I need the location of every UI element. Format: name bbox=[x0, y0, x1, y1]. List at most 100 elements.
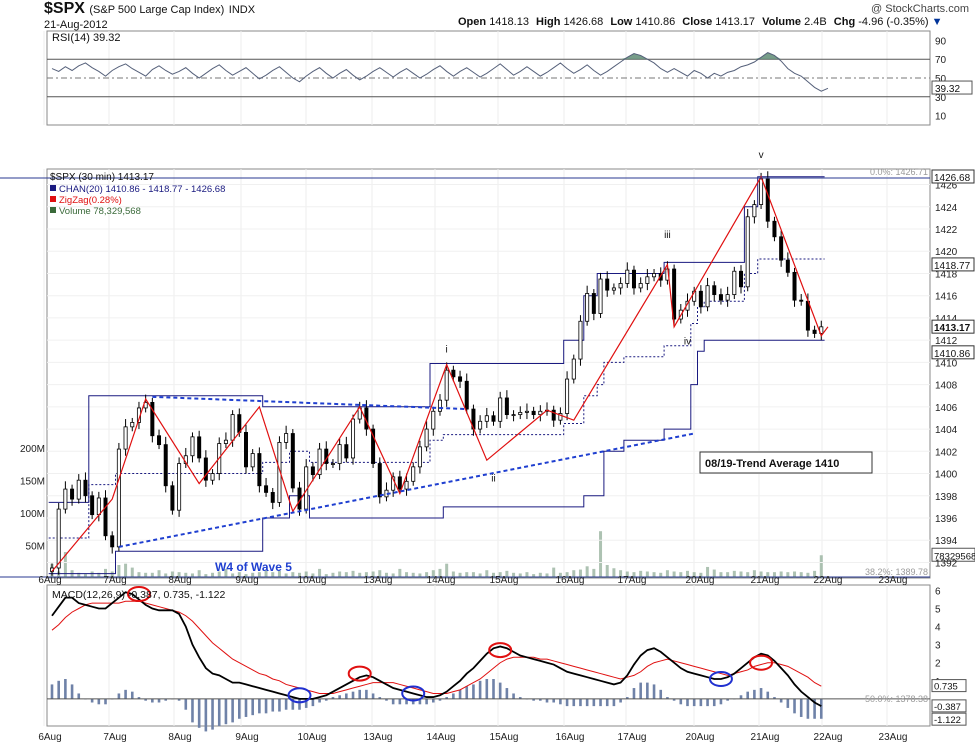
volume-bar bbox=[431, 570, 435, 578]
candle-body bbox=[458, 376, 463, 382]
trend-average-box bbox=[699, 451, 873, 474]
macd-histogram-bar bbox=[351, 691, 355, 699]
candle-body bbox=[96, 497, 101, 516]
candle-body bbox=[732, 270, 737, 295]
price-candle bbox=[638, 277, 643, 293]
volume-bar bbox=[438, 568, 442, 578]
rsi-overbought-fill bbox=[52, 52, 828, 60]
macd-y-tick-label: 2 bbox=[935, 659, 941, 670]
volume-bar bbox=[271, 572, 275, 578]
volume-bar bbox=[558, 572, 562, 578]
candle-body bbox=[284, 433, 289, 443]
volume-bar bbox=[304, 571, 308, 578]
macd-x-tick-label: 23Aug bbox=[879, 732, 908, 743]
candle-body bbox=[464, 380, 469, 410]
macd-histogram-bar bbox=[572, 698, 576, 707]
high-value: 1426.68 bbox=[563, 16, 604, 28]
symbol: $SPX bbox=[44, 0, 85, 17]
macd-signal-line bbox=[51, 600, 822, 694]
candle-body bbox=[585, 293, 590, 322]
volume-bar bbox=[619, 570, 623, 578]
macd-histogram-bar bbox=[726, 698, 729, 701]
macd-blue-circle bbox=[708, 671, 733, 687]
volume-bar bbox=[458, 572, 462, 578]
candle-body bbox=[377, 463, 382, 498]
volume-bar bbox=[110, 571, 114, 578]
price-y-tick-label: 1396 bbox=[935, 514, 958, 525]
price-candle bbox=[652, 269, 657, 282]
macd-histogram-bar bbox=[472, 684, 475, 699]
volume-bar bbox=[692, 572, 696, 578]
macd-histogram-bar bbox=[539, 698, 542, 701]
price-x-tick-label: 7Aug bbox=[103, 575, 126, 586]
candle-body bbox=[397, 476, 402, 490]
ohlc-readout: Open 1418.13 High 1426.68 Low 1410.86 Cl… bbox=[454, 16, 943, 28]
price-x-tick-label: 6Aug bbox=[38, 575, 61, 586]
macd-histogram-bar bbox=[251, 698, 254, 716]
macd-histogram-bar bbox=[431, 698, 435, 703]
macd-x-tick-label: 20Aug bbox=[686, 732, 715, 743]
price-value-box bbox=[931, 169, 975, 184]
price-candle bbox=[163, 436, 168, 493]
candle-body bbox=[317, 448, 322, 476]
volume-bar bbox=[150, 572, 154, 578]
macd-histogram-bar bbox=[445, 697, 448, 699]
macd-histogram-bar bbox=[565, 698, 569, 707]
chevron-down-icon[interactable]: ▼ bbox=[931, 16, 943, 28]
price-candle bbox=[785, 252, 790, 277]
macd-histogram-bar bbox=[438, 698, 442, 701]
legend-swatch bbox=[50, 207, 56, 213]
macd-histogram-bar bbox=[552, 698, 556, 703]
macd-histogram-bar bbox=[712, 698, 716, 707]
candle-body bbox=[531, 410, 536, 416]
price-candle bbox=[337, 438, 342, 471]
macd-histogram-bar bbox=[559, 698, 562, 705]
price-candle bbox=[150, 397, 155, 443]
candle-body bbox=[605, 278, 610, 291]
price-x-tick-label: 13Aug bbox=[364, 575, 393, 586]
price-title: $SPX (30 min) 1413.17 bbox=[50, 172, 154, 183]
macd-histogram-bar bbox=[104, 698, 107, 705]
macd-histogram-bar bbox=[345, 693, 348, 699]
price-candle bbox=[464, 373, 469, 414]
price-candle bbox=[203, 450, 208, 487]
price-y-tick-label: 1400 bbox=[935, 470, 958, 481]
candle-body bbox=[243, 432, 248, 468]
price-candle bbox=[585, 285, 590, 326]
volume-bar bbox=[251, 572, 255, 578]
volume-bar bbox=[217, 571, 221, 578]
macd-histogram-bar bbox=[518, 697, 522, 699]
macd-value-label: 0.735 bbox=[934, 682, 958, 693]
macd-histogram-bar bbox=[57, 680, 60, 699]
macd-histogram-bar bbox=[50, 684, 54, 699]
macd-value-box bbox=[931, 679, 967, 693]
volume-bar bbox=[197, 570, 201, 578]
price-candle bbox=[578, 315, 583, 366]
macd-histogram-bar bbox=[478, 680, 482, 699]
price-candle bbox=[779, 230, 784, 267]
price-candle bbox=[511, 410, 516, 422]
candle-body bbox=[371, 428, 376, 464]
macd-histogram-bar bbox=[371, 693, 375, 699]
volume-bar bbox=[83, 574, 87, 578]
candle-body bbox=[277, 442, 282, 503]
macd-histogram-bar bbox=[144, 698, 147, 701]
price-x-tick-label: 15Aug bbox=[490, 575, 519, 586]
macd-histogram-bar bbox=[70, 684, 74, 699]
macd-y-tick-label: 3 bbox=[935, 641, 941, 652]
candle-body bbox=[785, 259, 790, 273]
price-x-tick-label: 21Aug bbox=[751, 575, 780, 586]
macd-histogram-bar bbox=[64, 679, 67, 699]
volume-last-label: 78329568 bbox=[934, 551, 975, 562]
price-value-label: 1426.68 bbox=[934, 173, 971, 184]
price-candle bbox=[290, 429, 295, 493]
candle-body bbox=[551, 409, 556, 421]
price-candle bbox=[478, 415, 483, 434]
macd-histogram-bar bbox=[779, 698, 783, 703]
rsi-y-tick-label: 70 bbox=[935, 55, 947, 66]
candle-body bbox=[799, 299, 804, 302]
candle-body bbox=[250, 453, 255, 468]
rsi-panel bbox=[46, 30, 931, 126]
price-y-tick-label: 1408 bbox=[935, 381, 958, 392]
candle-body bbox=[652, 273, 657, 278]
